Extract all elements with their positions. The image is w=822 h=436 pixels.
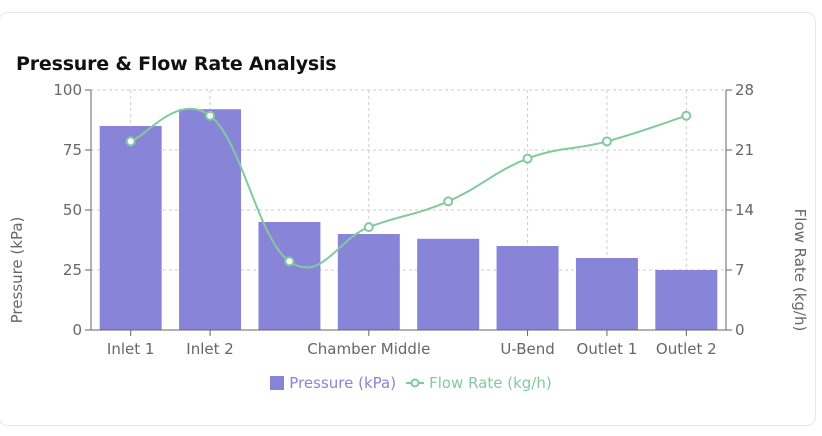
flow-point-3 <box>363 222 374 233</box>
x-tick-label: Inlet 1 <box>107 340 155 358</box>
legend: Pressure (kPa) Flow Rate (kg/h) <box>0 374 822 392</box>
flow-point-1 <box>205 110 216 121</box>
flow-point-5 <box>522 153 533 164</box>
y2-tick-label: 28 <box>735 81 754 99</box>
y-tick-label: 0 <box>72 321 82 339</box>
flow-point-4 <box>443 196 454 207</box>
y-tick-label: 75 <box>63 141 82 159</box>
y2-tick-label: 21 <box>735 141 754 159</box>
y-tick-label: 50 <box>63 201 82 219</box>
bar-1 <box>179 109 242 330</box>
bar-0 <box>99 126 162 330</box>
y2-tick-label: 0 <box>735 321 745 339</box>
legend-item-pressure[interactable]: Pressure (kPa) <box>270 374 396 392</box>
bar-3 <box>337 234 400 330</box>
flow-point-0 <box>125 136 136 147</box>
x-tick-label: U-Bend <box>500 340 554 358</box>
bar-6 <box>575 258 638 330</box>
y-tick-label: 25 <box>63 261 82 279</box>
flow-point-7 <box>681 110 692 121</box>
bar-legend-icon <box>270 376 285 390</box>
x-tick-label: Outlet 2 <box>656 340 717 358</box>
y2-axis-title: Flow Rate (kg/h) <box>791 209 809 332</box>
legend-item-flow[interactable]: Flow Rate (kg/h) <box>406 374 552 392</box>
flow-rate-line <box>130 107 687 269</box>
y2-tick-label: 7 <box>735 261 745 279</box>
x-tick-label: Outlet 1 <box>577 340 638 358</box>
y2-tick-label: 14 <box>735 201 754 219</box>
bar-4 <box>417 238 480 330</box>
legend-label: Pressure (kPa) <box>289 374 397 392</box>
chart-title: Pressure & Flow Rate Analysis <box>16 53 337 75</box>
bar-2 <box>258 222 321 330</box>
x-tick-label: Chamber Middle <box>307 340 430 358</box>
flow-point-6 <box>601 136 612 147</box>
y-axis-title: Pressure (kPa) <box>8 217 26 324</box>
bar-5 <box>496 246 559 330</box>
bar-7 <box>655 270 718 330</box>
line-legend-icon <box>406 378 425 388</box>
x-tick-label: Inlet 2 <box>186 340 234 358</box>
legend-label: Flow Rate (kg/h) <box>429 374 552 392</box>
flow-point-2 <box>284 256 295 267</box>
y-tick-label: 100 <box>53 81 82 99</box>
